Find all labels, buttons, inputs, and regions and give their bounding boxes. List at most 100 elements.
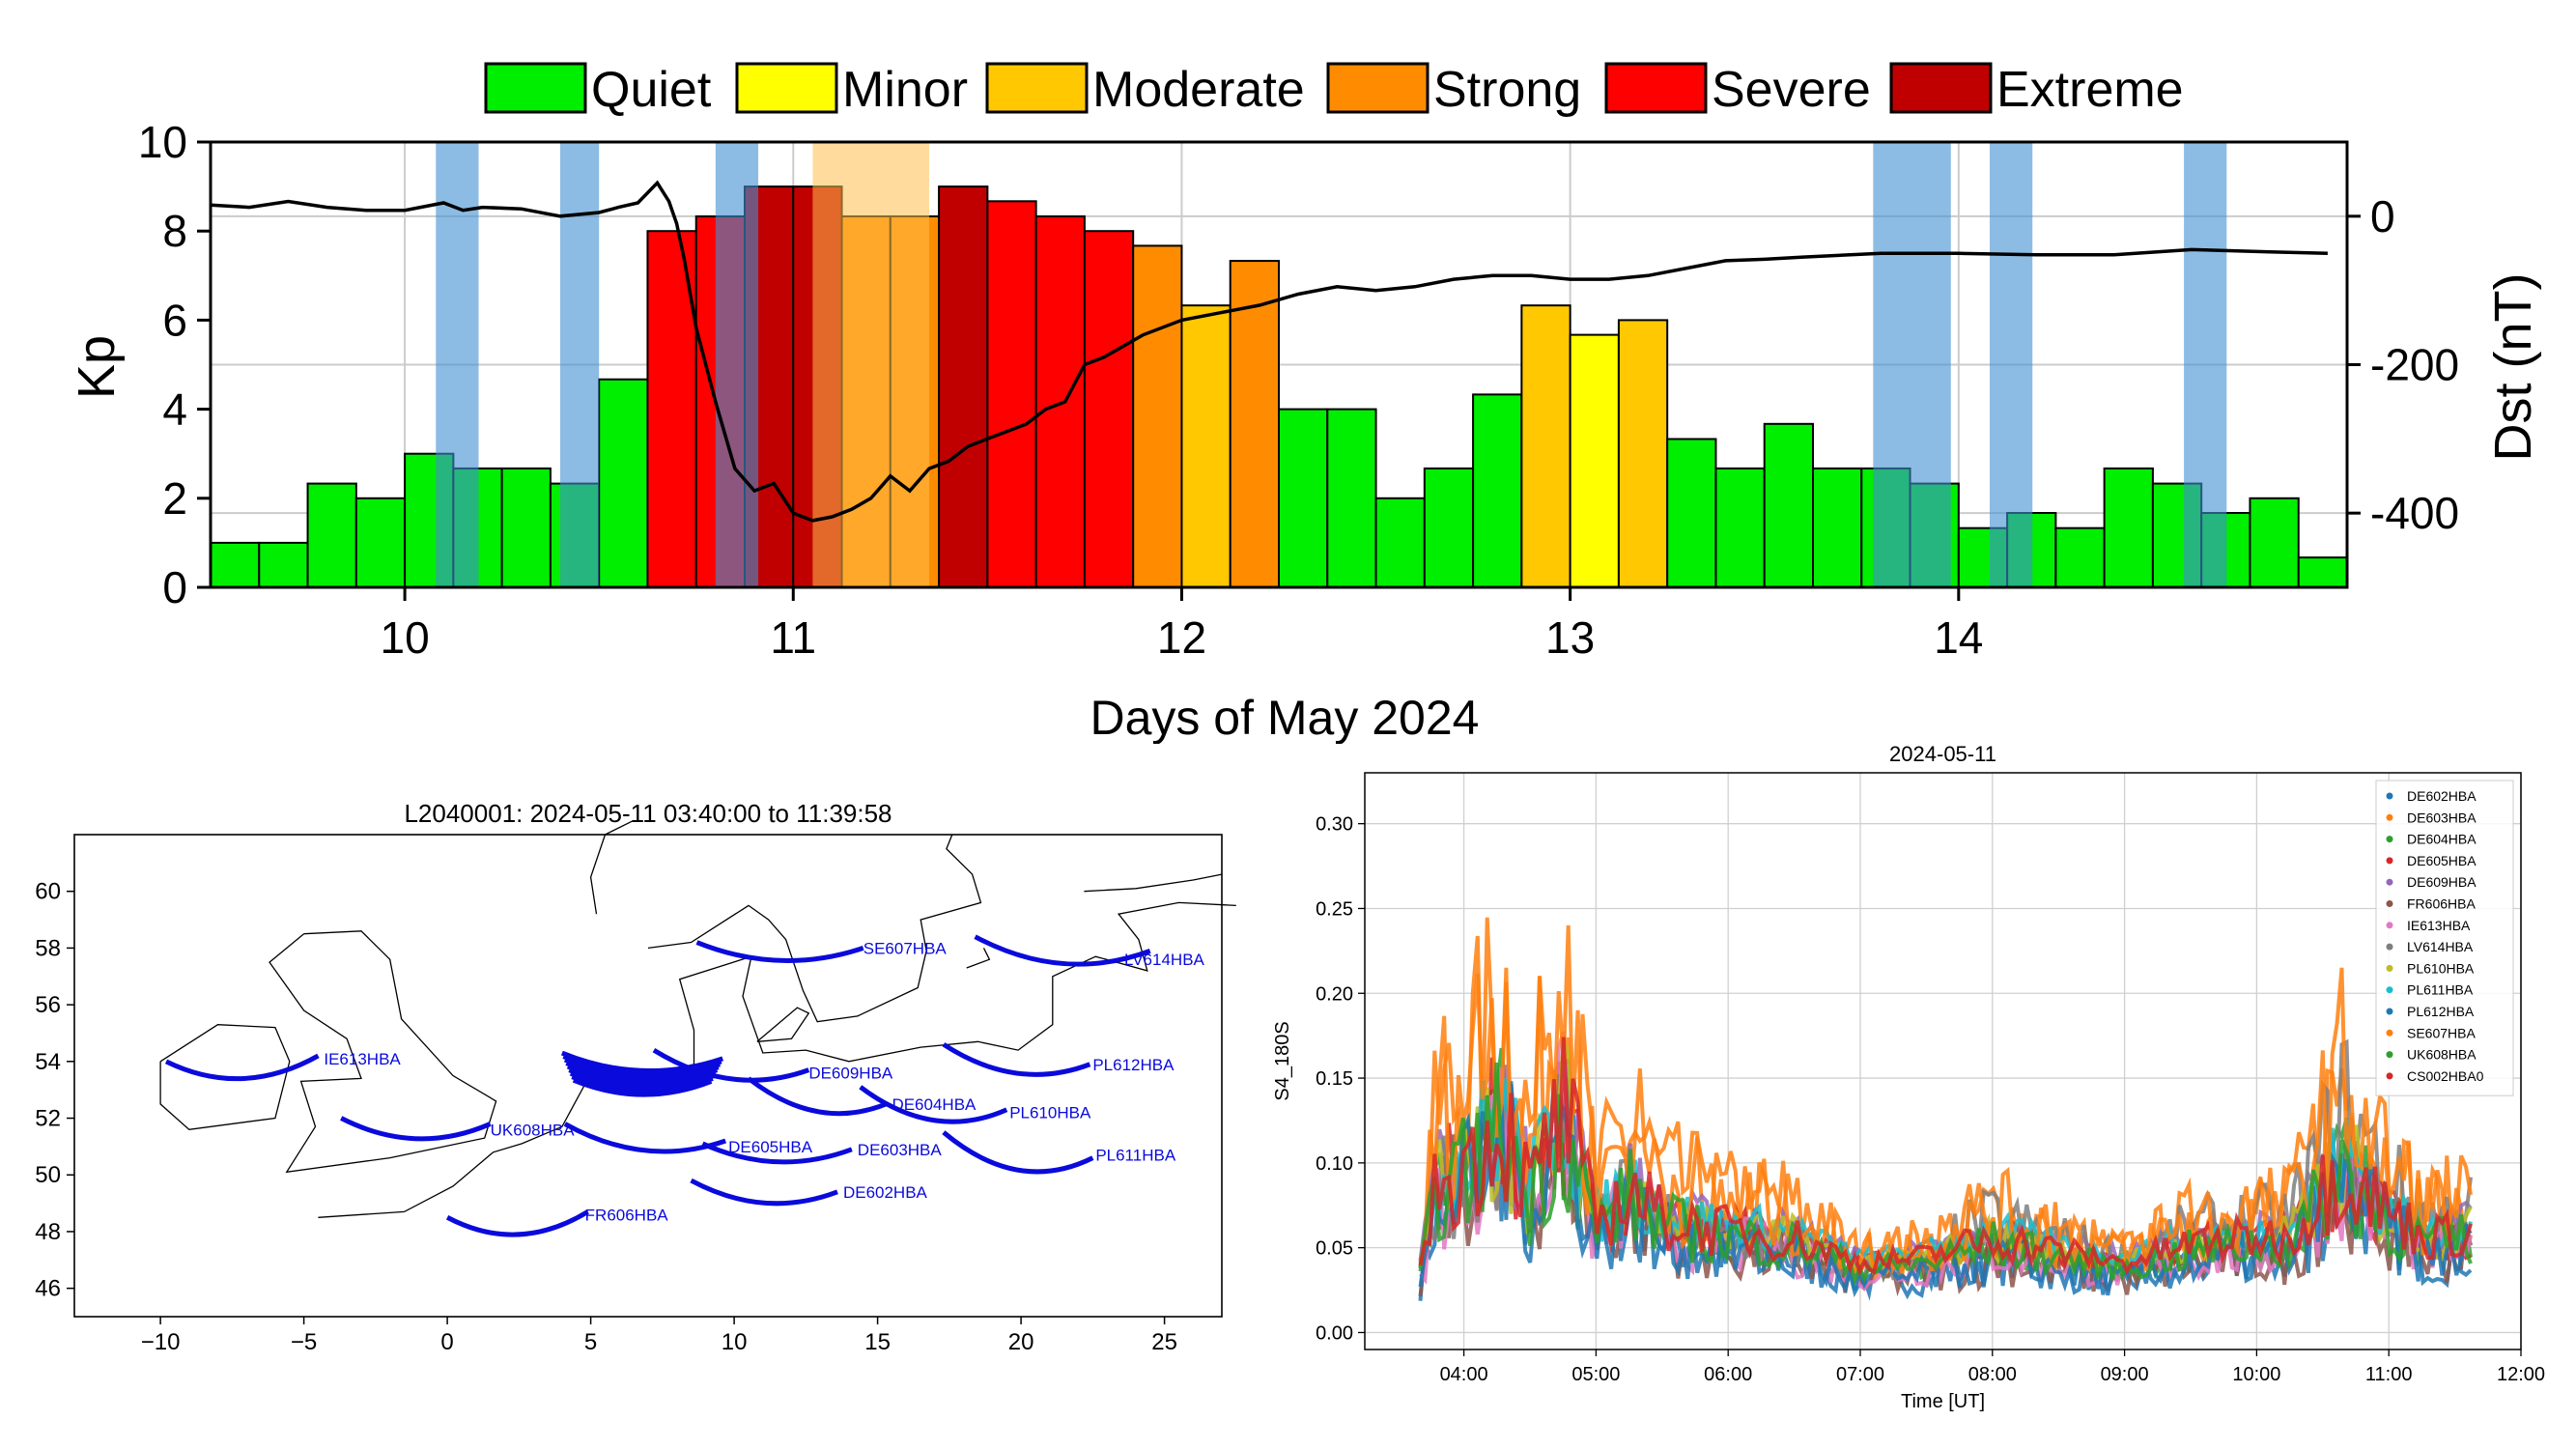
legend-swatch — [484, 62, 587, 114]
observation-window — [2184, 142, 2227, 587]
core-station-track — [566, 1064, 719, 1086]
s4-series-CS002HBA0 — [1418, 1037, 2473, 1277]
kp-bar — [258, 541, 309, 589]
s4-x-tick-label: 11:00 — [2365, 1364, 2413, 1385]
map-x-tick-label: 20 — [1008, 1329, 1034, 1355]
y-right-axis-label: Dst (nT) — [2484, 273, 2542, 462]
station-label: DE605HBA — [728, 1138, 813, 1156]
map-x-tick-label: −10 — [141, 1329, 181, 1355]
kp-bar — [598, 378, 649, 589]
kp-bar — [1666, 438, 1717, 588]
s4-timeseries-chart: 2024-05-11 04:00 05:00 06:00 07:00 08:00 09:00… — [1272, 742, 2545, 1412]
kp-bar — [986, 200, 1037, 589]
s4-legend-label: PL611HBA — [2407, 982, 2474, 998]
core-station-track — [568, 1067, 717, 1089]
s4-x-tick-label: 12:00 — [2497, 1364, 2545, 1385]
y-tick-label: 8 — [162, 206, 187, 256]
station-label: PL612HBA — [1092, 1056, 1175, 1074]
s4-y-tick-label: 0.10 — [1316, 1153, 1353, 1175]
observation-window — [559, 142, 600, 587]
s4-legend-label: IE613HBA — [2407, 918, 2471, 933]
x-tick-label: 11 — [770, 612, 816, 663]
legend-label: Severe — [1712, 62, 1871, 118]
y-tick-label: 6 — [162, 295, 187, 345]
s4-legend-marker — [2386, 900, 2393, 907]
s4-legend-label: DE603HBA — [2407, 810, 2477, 825]
s4-legend-label: DE604HBA — [2407, 832, 2477, 847]
x-tick-label: 14 — [1934, 612, 1983, 663]
y-tick-label: 2 — [162, 473, 187, 524]
s4-y-tick-label: 0.05 — [1316, 1238, 1353, 1260]
s4-legend-label: LV614HBA — [2407, 939, 2474, 954]
station-track — [652, 1047, 810, 1083]
station-track — [942, 1042, 1091, 1077]
map-y-tick-label: 54 — [35, 1049, 61, 1075]
station-track — [690, 1178, 838, 1207]
s4-legend-marker — [2386, 943, 2393, 951]
station-track — [942, 1130, 1094, 1175]
legend-swatch — [985, 62, 1089, 114]
s4-x-tick-label: 09:00 — [2101, 1364, 2149, 1385]
station-label: PL611HBA — [1095, 1147, 1176, 1165]
station-track — [445, 1209, 589, 1237]
s4-legend-label: DE609HBA — [2407, 874, 2477, 890]
s4-legend-label: PL612HBA — [2407, 1004, 2475, 1019]
legend-swatch — [1889, 62, 1993, 114]
station-track — [974, 934, 1151, 967]
kp-bar — [938, 185, 989, 588]
s4-legend-marker — [2386, 1051, 2393, 1059]
s4-legend-label: CS002HBA0 — [2407, 1068, 2484, 1084]
map-y-tick-label: 46 — [35, 1276, 61, 1302]
map-x-tick-label: 10 — [722, 1329, 748, 1355]
coastline — [269, 930, 497, 1174]
core-station-track — [563, 1057, 722, 1080]
s4-x-tick-label: 10:00 — [2232, 1364, 2280, 1385]
x-tick-label: 13 — [1545, 612, 1595, 663]
s4-y-tick-label: 0.15 — [1316, 1068, 1353, 1090]
map-y-tick-label: 48 — [35, 1219, 61, 1245]
station-map-chart: L2040001: 2024-05-11 03:40:00 to 11:39:5… — [35, 799, 1236, 1355]
dst-line — [210, 180, 2328, 523]
x-tick-label: 12 — [1157, 612, 1206, 663]
s4-y-tick-label: 0.25 — [1316, 898, 1353, 920]
y-right-tick-label: 0 — [2370, 191, 2395, 242]
coastline — [756, 1007, 810, 1042]
s4-legend-label: SE607HBA — [2407, 1025, 2476, 1040]
kp-bar — [354, 497, 407, 588]
s4-y-tick-label: 0.00 — [1316, 1322, 1353, 1344]
kp-bar — [500, 467, 552, 588]
observation-window — [1873, 142, 1951, 587]
s4-legend-marker — [2386, 857, 2393, 865]
legend-label: Quiet — [591, 62, 712, 118]
s4-legend-label: DE602HBA — [2407, 788, 2477, 804]
station-track — [747, 1076, 888, 1117]
map-x-tick-label: 15 — [864, 1329, 891, 1355]
kp-bar — [1617, 319, 1669, 588]
coastline — [318, 901, 1236, 1218]
s4-series-SE607HBA — [1418, 924, 2473, 1275]
map-y-tick-label: 56 — [35, 992, 61, 1018]
coastline — [1084, 873, 1223, 893]
core-station-track — [565, 1061, 720, 1083]
station-track — [340, 1116, 492, 1142]
y-tick-label: 0 — [162, 562, 187, 612]
map-y-tick-label: 50 — [35, 1162, 61, 1188]
legend-swatch — [1326, 62, 1430, 114]
legend-swatch — [735, 62, 838, 114]
station-label: DE604HBA — [892, 1095, 977, 1114]
station-track — [563, 1122, 727, 1154]
station-track — [701, 1141, 853, 1165]
station-track — [695, 940, 864, 963]
core-station-track — [571, 1074, 714, 1094]
coastline — [966, 948, 991, 969]
y-axis-label: Kp — [68, 335, 126, 399]
s4-legend-label: PL610HBA — [2407, 960, 2475, 976]
kp-bar — [1520, 304, 1571, 588]
core-station-track — [572, 1077, 713, 1097]
station-label: DE603HBA — [858, 1141, 943, 1159]
map-x-tick-label: −5 — [291, 1329, 317, 1355]
kp-bar — [1229, 260, 1281, 588]
y-right-tick-label: -400 — [2370, 488, 2459, 538]
kp-bar — [1180, 304, 1231, 588]
s4-legend-marker — [2386, 813, 2393, 821]
